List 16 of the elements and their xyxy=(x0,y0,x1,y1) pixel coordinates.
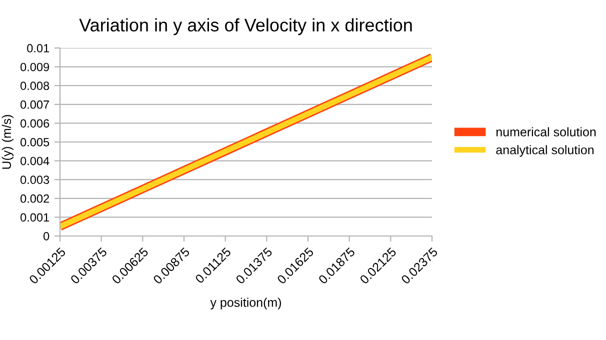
y-tick-label: 0.001 xyxy=(20,213,50,222)
x-axis-title: y position(m) xyxy=(210,298,281,310)
chart-title: Variation in y axis of Velocity in x direction xyxy=(79,18,412,36)
y-axis-title: U(y) (m/s) xyxy=(2,115,14,169)
y-tick-label: 0.004 xyxy=(20,156,50,166)
y-tick-label: 0.007 xyxy=(20,100,49,109)
y-tick-label: 0.009 xyxy=(20,62,50,72)
y-tick-label: 0 xyxy=(43,232,50,240)
y-tick-label: 0.006 xyxy=(20,119,50,128)
legend-label: numerical solution xyxy=(496,127,596,136)
y-tick-label: 0.002 xyxy=(20,194,49,203)
legend-label: analytical solution xyxy=(496,145,594,157)
y-tick-label: 0.01 xyxy=(27,44,50,52)
y-tick-label: 0.008 xyxy=(20,82,50,90)
y-tick-label: 0.005 xyxy=(20,138,50,146)
y-tick-label: 0.003 xyxy=(20,176,50,184)
